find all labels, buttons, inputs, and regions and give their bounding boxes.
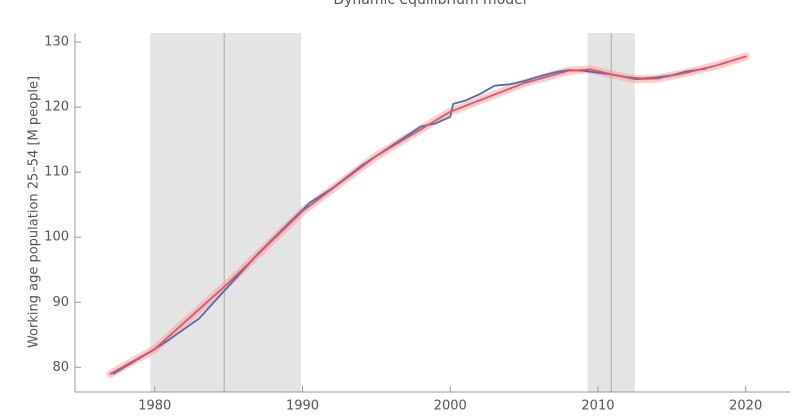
chart-title: Dynamic equilibrium model (333, 0, 526, 8)
y-axis-label: Working age population 25–54 [M people] (27, 76, 42, 348)
y-tick-label: 80 (52, 360, 69, 375)
x-tick-label: 1980 (138, 399, 171, 414)
x-tick-label: 2000 (434, 399, 467, 414)
y-tick-label: 110 (44, 165, 69, 180)
x-tick-label: 2020 (729, 399, 762, 414)
y-tick-label: 120 (44, 100, 69, 115)
y-tick-label: 90 (52, 295, 69, 310)
y-tick-label: 130 (44, 35, 69, 50)
x-tick-label: 1990 (286, 399, 319, 414)
series-line (109, 55, 747, 375)
x-tick-label: 2010 (581, 399, 614, 414)
y-tick-label: 100 (44, 230, 69, 245)
shaded-region (150, 33, 302, 392)
